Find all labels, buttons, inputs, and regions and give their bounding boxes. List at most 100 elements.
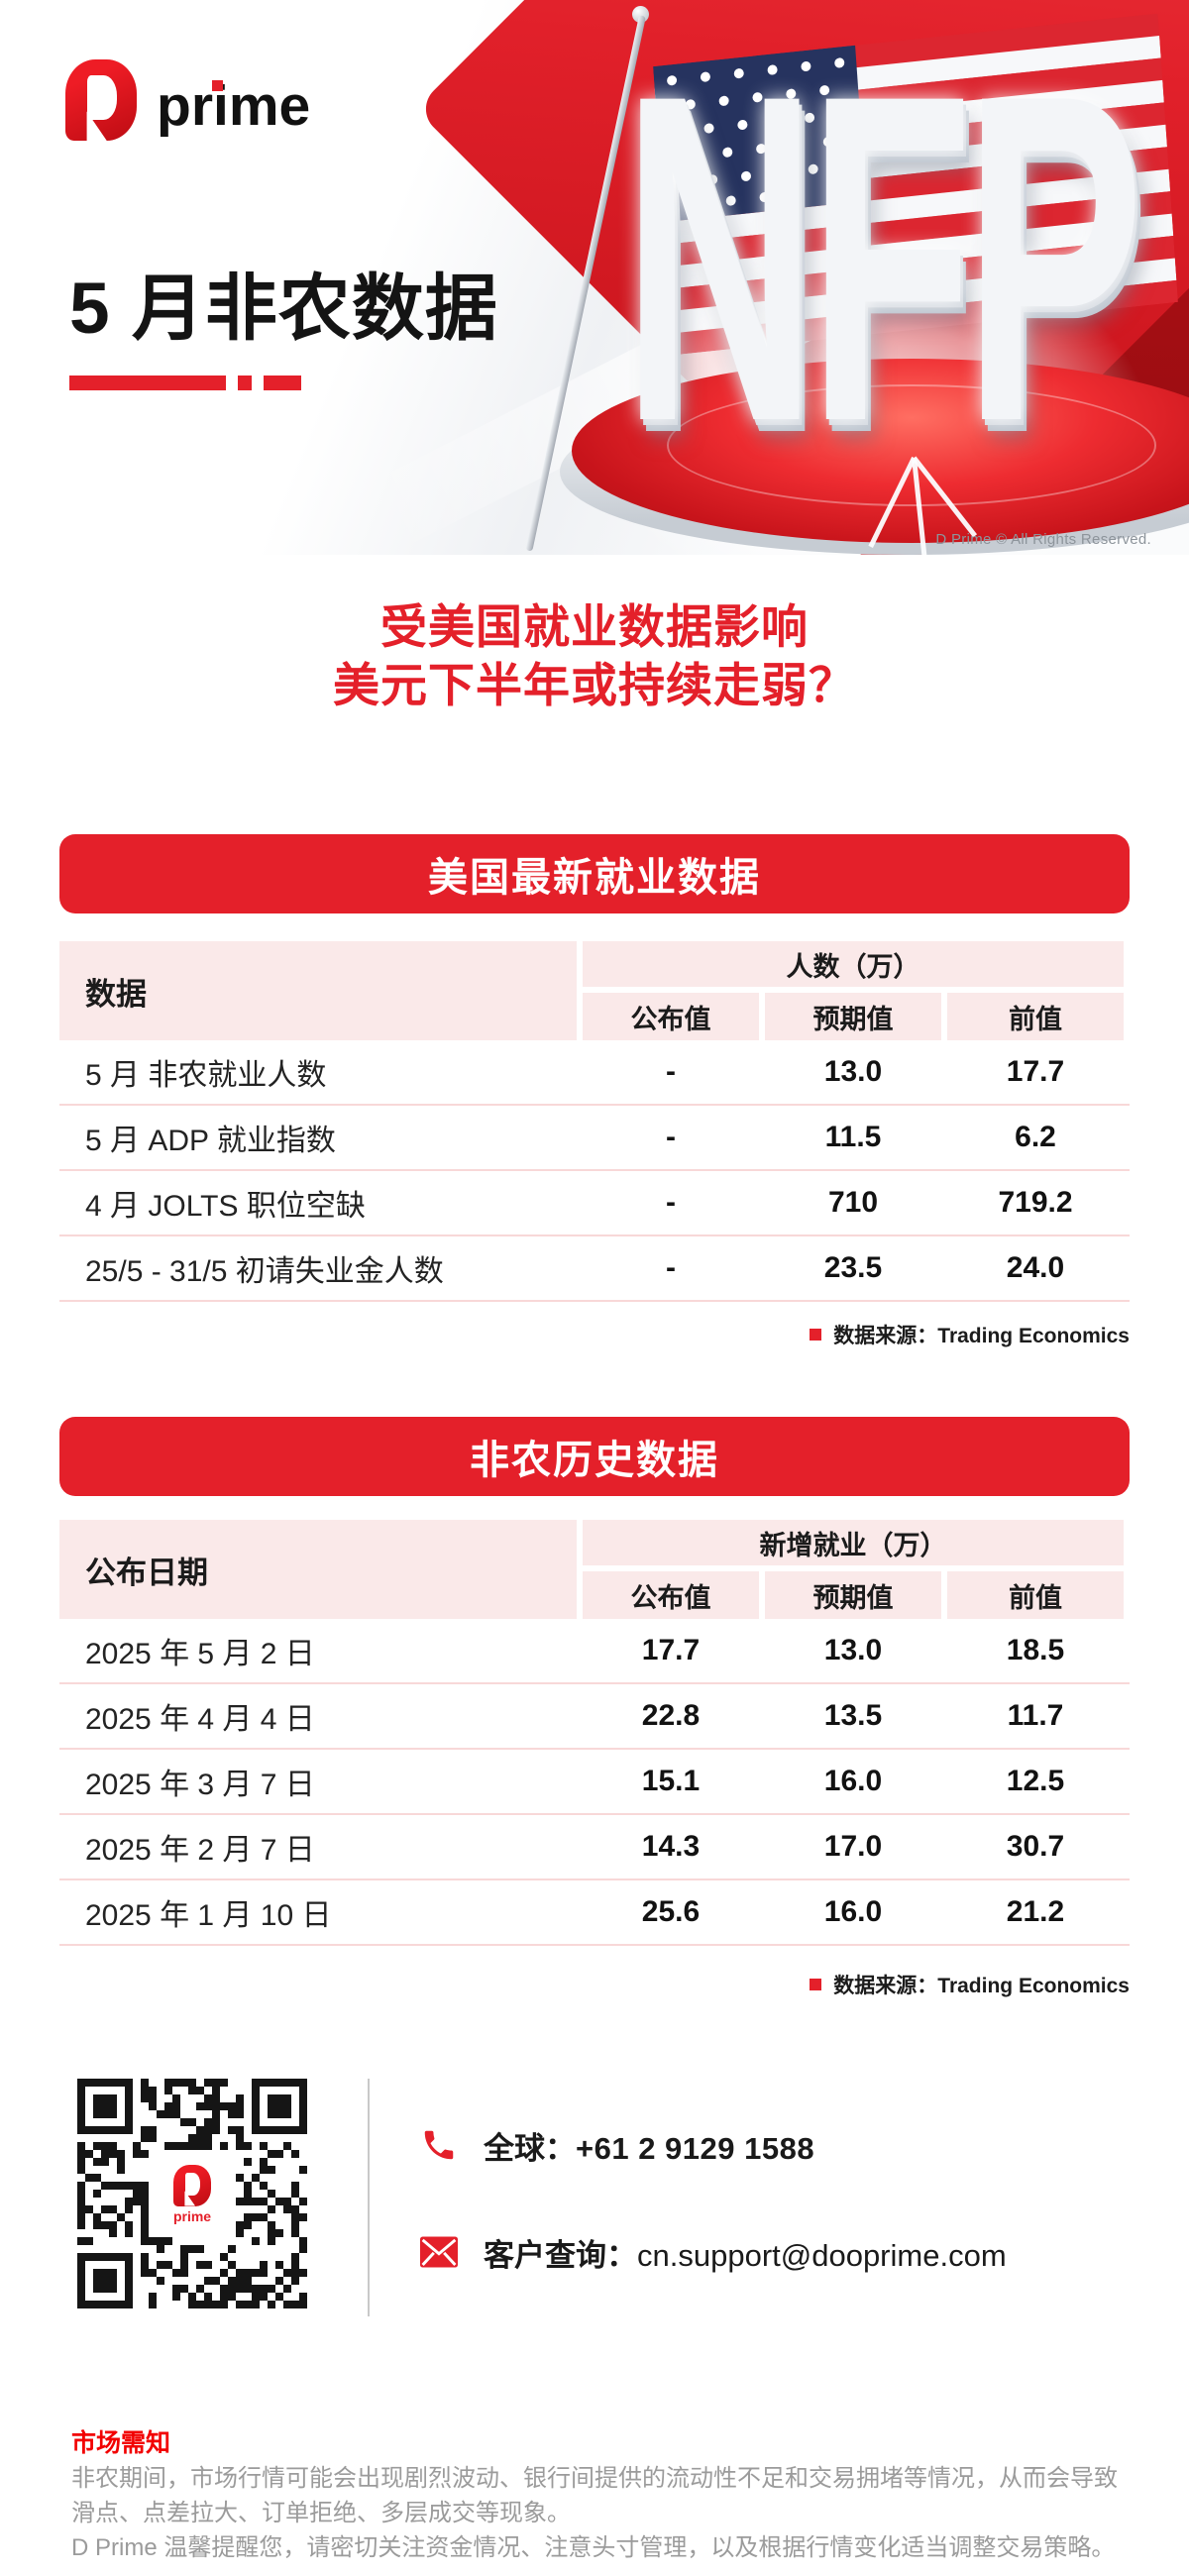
- row-label: 2025 年 3 月 7 日: [85, 1769, 315, 1801]
- phone-number: +61 2 9129 1588: [576, 2130, 815, 2166]
- cell-forecast: 17.0: [823, 1830, 883, 1863]
- group-header-headcount: 人数（万）: [583, 941, 1124, 987]
- section-banner-history-data: 非农历史数据: [59, 1417, 1130, 1496]
- column-header-release-date: 公布日期: [59, 1520, 577, 1619]
- table-latest-body: 5 月 非农就业人数 - 13.0 17.7 5 月 ADP 就业指数 - 11…: [59, 1040, 1130, 1302]
- cell-previous: 12.5: [1006, 1765, 1065, 1797]
- contact-divider: [368, 2079, 370, 2316]
- cell-forecast: 16.0: [823, 1895, 883, 1928]
- row-label: 25/5 - 31/5 初请失业金人数: [85, 1255, 444, 1288]
- cell-previous: 21.2: [1006, 1895, 1065, 1928]
- envelope-icon: [420, 2236, 458, 2268]
- section-banner-latest-data: 美国最新就业数据: [59, 834, 1130, 913]
- data-source-text: 数据来源：Trading Economics: [833, 1975, 1130, 1997]
- qr-logo-text: prime: [172, 2207, 212, 2224]
- column-header-data: 数据: [59, 941, 577, 1040]
- cell-actual: 17.7: [641, 1634, 701, 1666]
- column-header-actual: 公布值: [583, 993, 759, 1040]
- copyright-text: D Prime © All Rights Reserved.: [935, 531, 1151, 548]
- row-label: 2025 年 4 月 4 日: [85, 1703, 315, 1736]
- bullet-square-icon: [810, 1329, 822, 1341]
- notice-line: 滑点、点差拉大、订单拒绝、多层成交等现象。: [71, 2500, 571, 2526]
- table-row: 25/5 - 31/5 初请失业金人数 - 23.5 24.0: [59, 1236, 1130, 1302]
- email-contact-row: 客户查询：cn.support@dooprime.com: [420, 2229, 1007, 2275]
- table-history-body: 2025 年 5 月 2 日 17.7 13.0 18.5 2025 年 4 月…: [59, 1619, 1130, 1946]
- data-source-note: 数据来源：Trading Economics: [810, 1320, 1130, 1349]
- bullet-square-icon: [810, 1979, 822, 1990]
- cell-actual: 25.6: [641, 1895, 701, 1928]
- cell-previous: 24.0: [1006, 1251, 1065, 1284]
- cell-previous: 18.5: [1006, 1634, 1065, 1666]
- cell-forecast: 23.5: [823, 1251, 883, 1284]
- row-label: 4 月 JOLTS 职位空缺: [85, 1190, 366, 1223]
- title-underline: [69, 376, 301, 390]
- row-label: 5 月 ADP 就业指数: [85, 1125, 336, 1157]
- cell-previous: 6.2: [1015, 1121, 1056, 1153]
- table-row: 2025 年 4 月 4 日 22.8 13.5 11.7: [59, 1684, 1130, 1750]
- notice-line: D Prime 温馨提醒您，请密切关注资金情况、注意头寸管理，以及根据行情变化适…: [71, 2534, 1116, 2561]
- podium-top: [572, 359, 1189, 543]
- email-address: cn.support@dooprime.com: [637, 2237, 1007, 2273]
- notice-title: 市场需知: [71, 2429, 171, 2457]
- table-latest-header: 数据 人数（万） 公布值 预期值 前值: [59, 941, 1130, 1040]
- phone-label: 全球：: [484, 2130, 576, 2166]
- table-row: 2025 年 5 月 2 日 17.7 13.0 18.5: [59, 1619, 1130, 1684]
- row-label: 2025 年 2 月 7 日: [85, 1834, 315, 1867]
- cell-actual: -: [666, 1251, 676, 1284]
- cell-actual: 22.8: [641, 1699, 701, 1732]
- email-label: 客户查询：: [484, 2237, 637, 2273]
- pie-podium: [560, 359, 1189, 555]
- table-row: 2025 年 3 月 7 日 15.1 16.0 12.5: [59, 1750, 1130, 1815]
- cell-actual: 14.3: [641, 1830, 701, 1863]
- column-header-forecast: 预期值: [765, 993, 941, 1040]
- cell-previous: 11.7: [1007, 1699, 1064, 1732]
- cell-actual: -: [666, 1055, 676, 1088]
- headline-line-1: 受美国就业数据影响: [380, 600, 809, 653]
- table-row: 2025 年 2 月 7 日 14.3 17.0 30.7: [59, 1815, 1130, 1880]
- column-header-previous: 前值: [947, 993, 1124, 1040]
- page-title: 5 月非农数据: [69, 268, 498, 349]
- cell-actual: -: [666, 1121, 676, 1153]
- table-row: 5 月 非农就业人数 - 13.0 17.7: [59, 1040, 1130, 1106]
- table-row: 5 月 ADP 就业指数 - 11.5 6.2: [59, 1106, 1130, 1171]
- column-header-actual: 公布值: [583, 1571, 759, 1619]
- column-header-previous: 前值: [947, 1571, 1124, 1619]
- podium-ring: [667, 384, 1156, 506]
- cell-actual: 15.1: [641, 1765, 701, 1797]
- notice-body: 非农期间，市场行情可能会出现剧烈波动、银行间提供的流动性不足和交易拥堵等情况，从…: [71, 2461, 1151, 2565]
- cell-previous: 30.7: [1006, 1830, 1065, 1863]
- cell-forecast: 13.0: [823, 1634, 883, 1666]
- cell-actual: -: [666, 1186, 676, 1219]
- headline-line-2: 美元下半年或持续走弱？: [333, 659, 856, 711]
- cell-previous: 17.7: [1006, 1055, 1065, 1088]
- data-source-text: 数据来源：Trading Economics: [833, 1325, 1130, 1347]
- brand-logo-text: prime: [157, 74, 311, 138]
- table-history-header: 公布日期 新增就业（万） 公布值 预期值 前值: [59, 1520, 1130, 1619]
- row-label: 2025 年 5 月 2 日: [85, 1638, 315, 1670]
- column-header-forecast: 预期值: [765, 1571, 941, 1619]
- group-header-new-jobs: 新增就业（万）: [583, 1520, 1124, 1565]
- cell-forecast: 13.5: [823, 1699, 883, 1732]
- headline: 受美国就业数据影响 美元下半年或持续走弱？: [0, 597, 1189, 714]
- dprime-logo-mark: [173, 2164, 211, 2206]
- cell-forecast: 11.5: [824, 1121, 882, 1153]
- row-label: 5 月 非农就业人数: [85, 1059, 327, 1092]
- hero-section: NFP prime 5 月非农数据 D Prime © All Rights R…: [0, 0, 1189, 555]
- brand-logo: prime: [65, 59, 310, 141]
- qr-center-logo: prime: [153, 2150, 232, 2237]
- cell-forecast: 710: [827, 1186, 879, 1219]
- row-label: 2025 年 1 月 10 日: [85, 1899, 332, 1932]
- table-row: 4 月 JOLTS 职位空缺 - 710 719.2: [59, 1171, 1130, 1236]
- cell-forecast: 13.0: [823, 1055, 883, 1088]
- data-source-note: 数据来源：Trading Economics: [810, 1970, 1130, 1999]
- phone-icon: [424, 2130, 454, 2160]
- cell-forecast: 16.0: [823, 1765, 883, 1797]
- table-row: 2025 年 1 月 10 日 25.6 16.0 21.2: [59, 1880, 1130, 1946]
- qr-code: prime: [75, 2077, 309, 2310]
- phone-contact-row: 全球：+61 2 9129 1588: [420, 2122, 814, 2168]
- cell-previous: 719.2: [998, 1186, 1073, 1219]
- nfp-3d-text: NFP: [622, 0, 1144, 518]
- notice-line: 非农期间，市场行情可能会出现剧烈波动、银行间提供的流动性不足和交易拥堵等情况，从…: [71, 2465, 1118, 2492]
- dprime-logo-mark: [65, 59, 137, 141]
